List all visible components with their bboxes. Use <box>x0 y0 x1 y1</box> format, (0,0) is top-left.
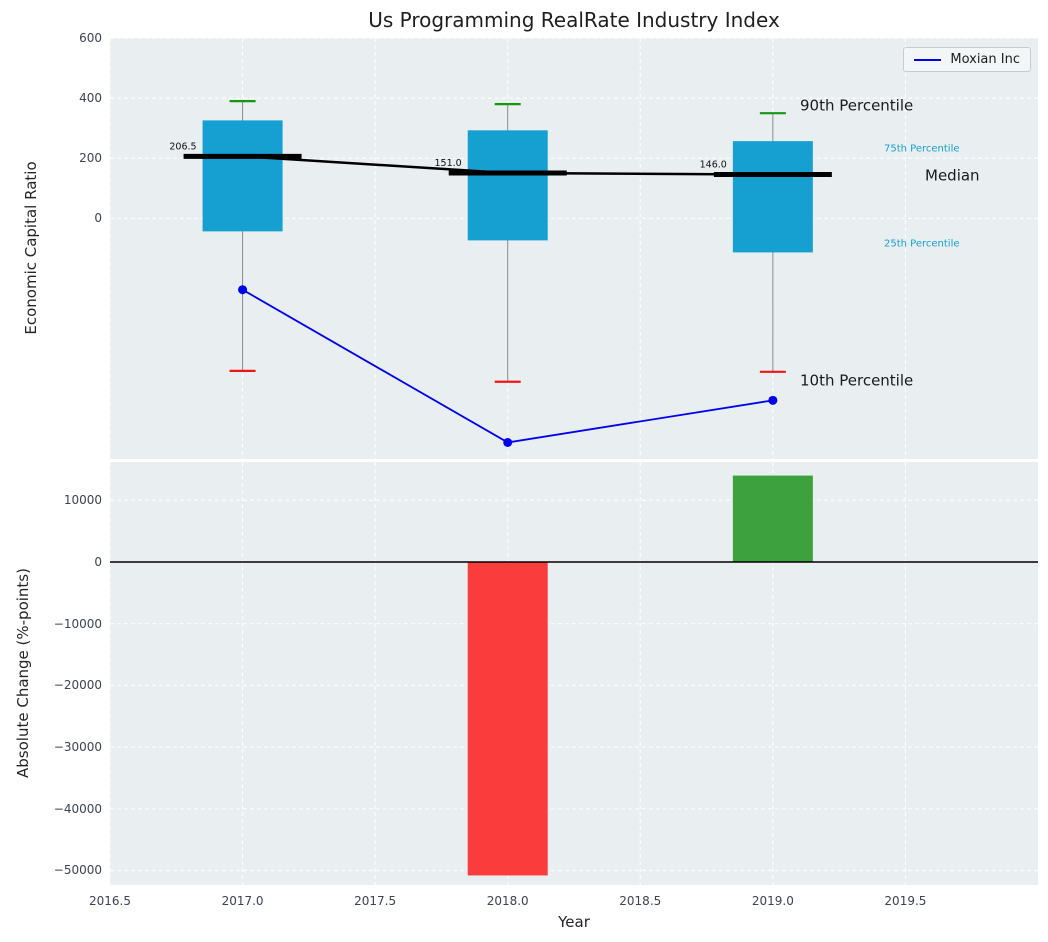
annotation: 10th Percentile <box>800 371 913 389</box>
median-value-label-2019: 146.0 <box>700 160 727 171</box>
xtick: 2017.0 <box>221 894 264 908</box>
xtick: 2018.0 <box>486 894 529 908</box>
xtick: 2018.5 <box>619 894 662 908</box>
ytick-bottom: −30000 <box>53 740 102 755</box>
ytick-bottom: 10000 <box>63 493 102 508</box>
xtick: 2017.5 <box>354 894 397 908</box>
xtick: 2019.0 <box>751 894 794 908</box>
legend-line-sample <box>914 58 942 61</box>
ytick-top: 400 <box>79 91 102 106</box>
ytick-bottom: −50000 <box>53 863 102 878</box>
annotation: Median <box>925 166 980 184</box>
change-bar-2018 <box>467 561 548 876</box>
ytick-bottom: 0 <box>94 554 102 569</box>
ytick-bottom: −20000 <box>53 678 102 693</box>
iqr-box-2019 <box>732 141 813 253</box>
median-value-label-2017: 206.5 <box>169 141 196 152</box>
series-point <box>238 285 248 295</box>
legend-label: Moxian Inc <box>950 52 1020 67</box>
bottom-axes-canvas <box>109 462 1038 885</box>
median-value-label-2018: 151.0 <box>435 158 462 169</box>
xtick: 2016.5 <box>89 894 131 908</box>
iqr-box-2017 <box>202 120 283 232</box>
change-bar-2019 <box>732 475 813 562</box>
legend: Moxian Inc <box>903 47 1031 72</box>
top-y-axis-label: Economic Capital Ratio <box>22 161 40 335</box>
series-point <box>768 395 778 405</box>
ytick-bottom: −40000 <box>53 801 102 816</box>
bottom-axes <box>109 462 1038 885</box>
series-point <box>503 437 513 447</box>
annotation: 75th Percentile <box>884 144 960 155</box>
x-axis-label: Year <box>558 913 590 931</box>
annotation: 90th Percentile <box>800 96 913 114</box>
ytick-top: 200 <box>79 151 102 166</box>
bottom-y-axis-label: Absolute Change (%-points) <box>14 568 32 778</box>
chart-title: Us Programming RealRate Industry Index <box>368 8 780 32</box>
ytick-top: 600 <box>79 31 102 45</box>
top-axes-canvas: 206.5 151.0 146.0 90th Percentile 75th Perce… <box>109 37 1038 459</box>
ytick-top: 0 <box>94 211 102 226</box>
xtick: 2019.5 <box>884 894 927 908</box>
ytick-bottom: −10000 <box>53 616 102 631</box>
iqr-box-2018 <box>467 130 548 241</box>
annotation: 25th Percentile <box>884 239 960 250</box>
top-axes: Moxian Inc 206.5 151.0 146.0 90th Percentil… <box>109 37 1038 459</box>
